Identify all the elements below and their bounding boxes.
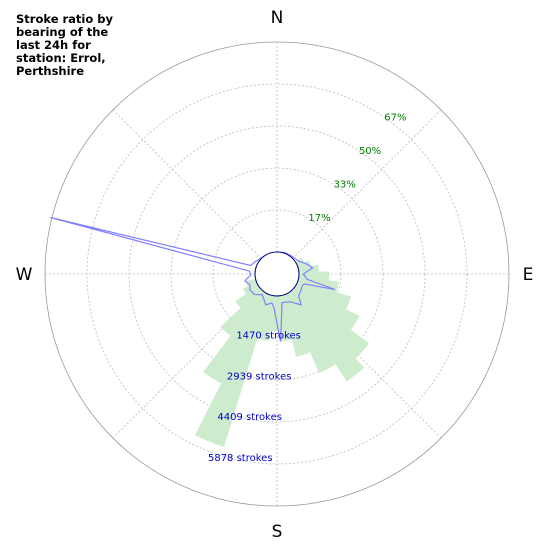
grid-spoke bbox=[112, 289, 262, 439]
count-tick-label: 5878 strokes bbox=[208, 453, 273, 464]
chart-title: Stroke ratio by bearing of the last 24h … bbox=[16, 12, 113, 78]
compass-label-s: S bbox=[272, 522, 283, 542]
ratio-tick-label: 17% bbox=[308, 213, 330, 224]
grid-spoke bbox=[292, 289, 442, 439]
polar-grid bbox=[44, 41, 510, 507]
center-hub bbox=[254, 251, 300, 297]
center-circle bbox=[254, 251, 300, 297]
ratio-tick-label: 33% bbox=[334, 179, 356, 190]
ratio-bar bbox=[298, 271, 330, 281]
ratio-bar bbox=[235, 285, 261, 308]
stroke-count-line bbox=[50, 216, 336, 342]
ratio-bar bbox=[203, 291, 268, 384]
ratio-bar bbox=[297, 260, 311, 270]
ratio-bar bbox=[298, 264, 320, 273]
ratio-bar bbox=[288, 290, 365, 382]
count-tick-label: 4409 strokes bbox=[217, 412, 282, 423]
ratio-bar bbox=[245, 278, 257, 287]
count-tick-label: 1470 strokes bbox=[236, 330, 301, 341]
ratio-bars bbox=[194, 257, 370, 447]
ratio-tick-label: 67% bbox=[384, 112, 406, 123]
ratio-bar bbox=[285, 292, 336, 374]
ratio-bar bbox=[294, 283, 360, 330]
compass-label-n: N bbox=[271, 8, 284, 28]
ratio-bar bbox=[194, 293, 271, 447]
ratio-bar bbox=[257, 295, 275, 341]
ratio-bar bbox=[242, 282, 259, 295]
ratio-bar bbox=[296, 280, 352, 310]
grid-spoke bbox=[292, 109, 442, 259]
ratio-bar bbox=[292, 287, 370, 359]
count-tick-label: 2939 strokes bbox=[227, 371, 292, 382]
stroke-count-series bbox=[50, 216, 336, 342]
chart-labels: N E S W 17% 33% 50% 67% 1470 strokes 2939 strokes… bbox=[16, 8, 534, 542]
ratio-tick-label: 50% bbox=[359, 146, 381, 157]
compass-label-e: E bbox=[523, 265, 534, 285]
ratio-bar bbox=[281, 294, 311, 357]
grid-spoke bbox=[112, 109, 262, 259]
ratio-bar bbox=[220, 289, 264, 336]
compass-label-w: W bbox=[16, 265, 33, 285]
